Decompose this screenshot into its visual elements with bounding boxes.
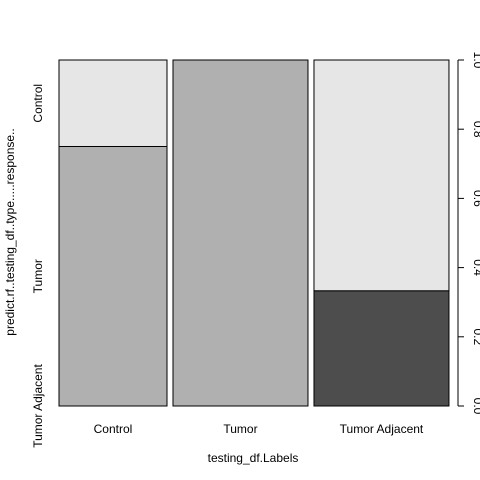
bar-control-control xyxy=(58,59,168,147)
left-axis-label-tumor-adjacent: Tumor Adjacent xyxy=(31,364,45,448)
x-tick-label-tumor: Tumor xyxy=(223,422,257,436)
bar-tumor-adjacent-control xyxy=(313,59,450,292)
bar-control-tumor xyxy=(58,146,168,407)
x-tick-label-tumor-adjacent: Tumor Adjacent xyxy=(340,422,424,436)
right-axis-tick-label: 1.0 xyxy=(471,52,480,69)
bar-tumor-adjacent-tumor-adjacent xyxy=(313,290,450,407)
y-axis-title: predict.rf..testing_df..type.....respons… xyxy=(3,128,17,335)
right-axis-tick-label: 0.0 xyxy=(471,398,480,415)
x-axis-title: testing_df.Labels xyxy=(208,451,299,465)
x-tick-label-control: Control xyxy=(94,422,133,436)
left-axis-labels: Tumor Adjacent Tumor Control xyxy=(31,84,45,448)
right-axis-tick-label: 0.2 xyxy=(471,328,480,345)
right-axis-tick-label: 0.6 xyxy=(471,190,480,207)
right-axis-tick-label: 0.4 xyxy=(471,259,480,276)
x-tick-labels: Control Tumor Tumor Adjacent xyxy=(94,422,424,436)
right-axis: 0.0 0.2 0.4 0.6 0.8 1.0 xyxy=(457,52,480,415)
left-axis-label-control: Control xyxy=(31,84,45,123)
bar-tumor-tumor xyxy=(172,59,309,407)
left-axis-label-tumor: Tumor xyxy=(31,259,45,293)
right-axis-tick-label: 0.8 xyxy=(471,121,480,138)
bars-group xyxy=(58,59,450,407)
